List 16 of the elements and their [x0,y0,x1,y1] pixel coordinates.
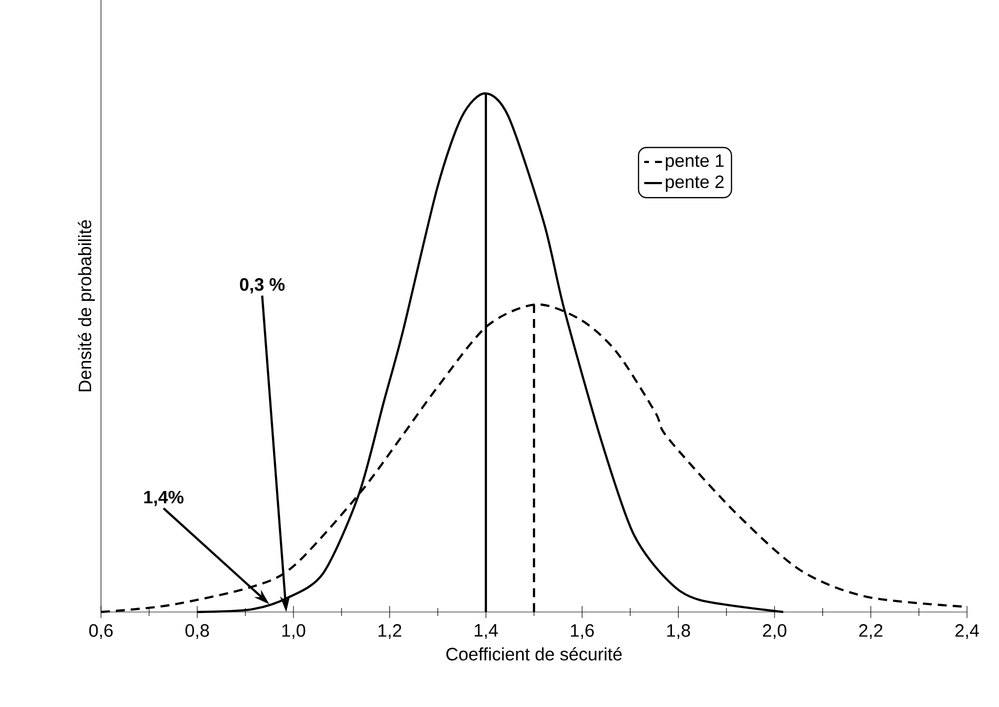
annotation: 1,4% [144,490,184,506]
x-tick-label: 2,2 [859,624,882,639]
x-tick-label: 0,6 [89,624,113,639]
x-tick-label: 1,2 [378,624,402,639]
x-tick-label: 1,6 [571,624,594,639]
x-tick-label: 1,8 [667,624,690,639]
x-tick-label: 2,4 [955,624,979,639]
legend-label: pente 2 [666,175,724,192]
x-tick-label: 1,0 [282,624,306,639]
y-axis-title: Densité de probabilité [78,220,95,392]
x-tick-label: 2,0 [763,624,786,639]
x-tick-label: 0,8 [185,624,209,639]
annotation: 0,3 % [240,278,285,294]
x-axis-title: Coefficient de sécurité [446,647,622,661]
x-tick-label: 1,4 [474,624,498,639]
legend-label: pente 1 [666,154,724,171]
